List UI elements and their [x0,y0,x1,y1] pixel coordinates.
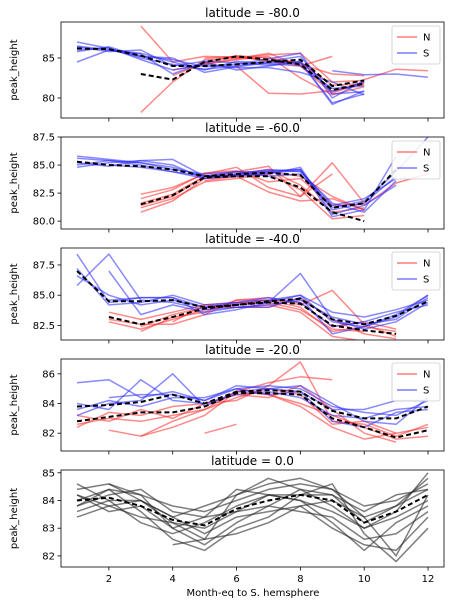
legend-label-S: S [423,386,429,397]
y-tick-label: 83 [42,524,55,535]
series-line-N-3 [140,169,365,207]
y-tick-label: 82 [42,551,55,562]
mean-line-2 [76,392,429,439]
series-line-S-11 [76,387,429,429]
series-group [76,472,429,563]
series-line-S-12 [108,384,428,411]
series-line-N-6 [204,423,237,434]
axes-frame [60,21,445,119]
series-line-N-8 [363,68,429,81]
series-line-eq-11 [172,505,429,552]
series-line-eq-6 [76,483,429,557]
series-line-S-8 [76,379,429,417]
axes-frame [60,136,445,230]
mean-line-2 [140,175,365,223]
series-line-S-10 [76,45,365,106]
y-tick-label: 82.5 [33,321,55,332]
y-axis-label: peak_height [9,374,20,435]
y-tick-label: 87.5 [33,260,55,271]
legend-label-N: N [423,33,430,44]
series-line-S-7 [76,253,429,328]
axes-frame [60,469,445,568]
series-line-S-10 [76,373,429,426]
panel-5: latitude = 0.0 peak_height 82 83 84 85 2 4 6 8 10 1… [9,454,445,585]
panel-3: latitude = -40.0 peak_height 82.5 85.0 87.5 N… [9,232,445,344]
x-tick-label: 10 [358,574,371,585]
y-tick-label: 82.5 [33,189,55,200]
y-axis-label: peak_height [9,152,20,213]
y-tick-label: 80.0 [33,217,55,228]
axes-frame [60,358,445,452]
series-group [76,137,429,223]
legend-label-N: N [423,148,430,159]
series-line-eq-8 [76,472,429,529]
legend-label-S: S [423,164,429,175]
legend-box [391,251,441,291]
y-tick-label: 84 [42,399,55,410]
mean-line-1 [76,160,397,209]
series-line-N-7 [236,65,365,95]
x-tick-label: 12 [422,574,435,585]
series-line-eq-5 [76,483,429,513]
series-line-S-9 [76,379,429,420]
y-tick-label: 86 [42,369,55,380]
y-tick-label: 87.5 [33,133,55,144]
panel-title: latitude = -60.0 [205,121,300,135]
series-line-S-10 [76,159,397,216]
legend: NS [391,362,441,402]
panel-2: latitude = -60.0 peak_height 80.0 82.5 85.0 8… [9,121,445,233]
legend-label-N: N [423,259,430,270]
legend-box [391,362,441,402]
mean-line-2 [108,301,397,335]
mean-line-1 [76,389,429,420]
x-tick-label: 8 [297,574,303,585]
series-line-eq-1 [76,477,429,541]
x-tick-label: 4 [170,574,176,585]
panel-title: latitude = -40.0 [205,232,300,246]
y-axis-label: peak_height [9,488,20,549]
series-group [76,253,429,340]
y-tick-label: 82 [42,429,55,440]
legend: NS [391,251,441,291]
panel-4: latitude = -20.0 peak_height 82 84 86 NS [9,343,445,455]
series-line-S-15 [108,49,365,104]
series-line-eq-10 [108,483,429,529]
legend-label-S: S [423,275,429,286]
series-group [76,25,429,113]
y-tick-label: 84 [42,496,55,507]
mean-line-1 [76,47,365,88]
series-line-S-9 [76,268,429,328]
y-tick-label: 85 [42,54,55,65]
y-axis-label: peak_height [9,263,20,324]
panel-title: latitude = -20.0 [205,343,300,357]
y-axis-label: peak_height [9,39,20,100]
mean-line-1 [76,493,429,527]
panel-title: latitude = -80.0 [205,6,300,20]
series-line-S-16 [332,70,429,78]
axes-frame [60,247,445,341]
x-tick-label: 2 [106,574,112,585]
legend: NS [391,140,441,180]
series-line-S-11 [108,270,429,335]
x-tick-label: 6 [233,574,239,585]
legend-label-N: N [423,370,430,381]
series-line-eq-9 [76,505,429,541]
y-tick-label: 80 [42,94,55,105]
y-tick-label: 85.0 [33,161,55,172]
panel-1: latitude = -80.0 peak_height 80 85 NS [9,6,445,122]
panel-title: latitude = 0.0 [211,454,294,468]
x-axis-label: Month-eq to S. hemsphere [187,588,320,599]
legend-box [391,25,441,65]
y-tick-label: 85 [42,468,55,479]
series-group [76,361,429,443]
legend-label-S: S [423,49,429,60]
y-tick-label: 85.0 [33,291,55,302]
series-line-N-4 [204,52,333,67]
series-line-N-7 [140,162,365,207]
series-line-eq-2 [76,488,429,529]
legend-box [391,140,441,180]
legend: NS [391,25,441,65]
